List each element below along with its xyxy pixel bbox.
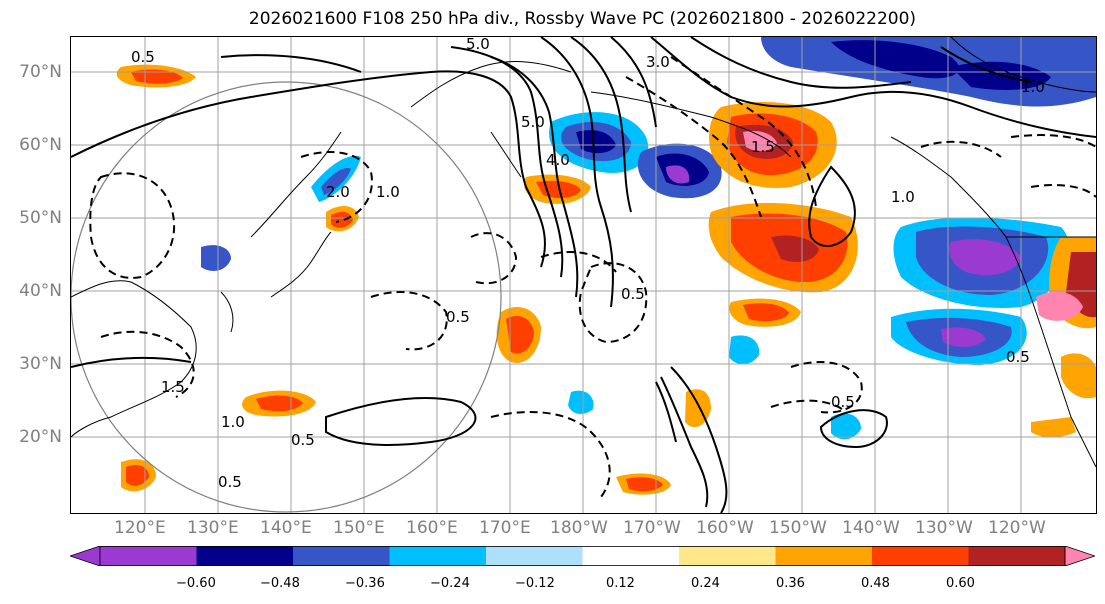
contour-label-2.0: 2.0 [326,183,350,201]
lat-label-30: 30°N [19,354,62,374]
colorbar-max-extend [1064,545,1097,567]
colorbar-tick-7: 0.24 [691,576,720,591]
colorbar-segment [775,546,873,566]
contour-label-4.0: 4.0 [546,151,570,169]
lon-label-140e: 140°E [260,518,312,538]
lon-label-130w: 130°W [915,518,973,538]
contour-label-1.0d: 1.0 [1021,78,1045,96]
contour-label-0.5a: 0.5 [131,48,155,66]
map-panel: 5.0 5.0 4.0 3.0 2.0 1.5 1.0 1.0 1.0 1.0 … [70,36,1097,514]
colorbar-segment [679,546,776,566]
contour-label-1.0a: 1.0 [376,183,400,201]
colorbar-border [99,546,1066,566]
lat-label-50: 50°N [19,208,62,228]
contour-lines [71,37,1096,513]
contour-label-0.5e: 0.5 [291,431,315,449]
contour-label-1.5b: 1.5 [751,138,775,156]
colorbar-tick-1: −0.60 [176,576,216,591]
divergence-shading [116,37,1096,495]
lon-label-180w: 180°W [550,518,608,538]
colorbar-tick-5: −0.12 [515,576,555,591]
coastlines [71,37,1096,468]
colorbar-svg [68,545,1097,567]
lon-label-120w: 120°W [988,518,1046,538]
lat-label-70: 70°N [19,62,62,82]
colorbar-segment [389,546,487,566]
map-canvas: 5.0 5.0 4.0 3.0 2.0 1.5 1.0 1.0 1.0 1.0 … [71,37,1096,513]
contour-labels: 5.0 5.0 4.0 3.0 2.0 1.5 1.0 1.0 1.0 1.0 … [131,37,1045,491]
colorbar-tick-10: 0.60 [946,576,975,591]
dashed-contour-lines [89,56,1096,498]
colorbar-segment [293,546,390,566]
lon-label-140w: 140°W [842,518,900,538]
contour-label-1.0b: 1.0 [221,413,245,431]
colorbar-segments [68,545,1097,567]
lon-label-170e: 170°E [479,518,531,538]
reference-circle [71,81,502,513]
lat-label-20: 20°N [19,427,62,447]
contour-label-3.0: 3.0 [646,53,670,71]
colorbar-segment [196,546,294,566]
lon-label-160w: 160°W [696,518,754,538]
lon-label-130e: 130°E [187,518,239,538]
colorbar-segment [872,546,969,566]
colorbar [68,545,1097,567]
contour-label-5.0: 5.0 [466,37,490,53]
map-title: 2026021600 F108 250 hPa div., Rossby Wav… [248,9,917,29]
contour-label-5.0b: 5.0 [521,113,545,131]
contour-label-0.5d: 0.5 [831,393,855,411]
lon-label-170w: 170°W [623,518,681,538]
colorbar-segment [582,546,680,566]
lon-label-150e: 150°E [333,518,385,538]
colorbar-tick-9: 0.48 [861,576,890,591]
colorbar-tick-4: −0.24 [430,576,470,591]
lon-label-150w: 150°W [769,518,827,538]
colorbar-tick-3: −0.36 [345,576,385,591]
lat-label-40: 40°N [19,281,62,301]
contour-label-1.5: 1.5 [161,378,185,396]
graticule [71,37,1096,513]
lon-label-120e: 120°E [114,518,166,538]
contour-label-1.0c: 1.0 [891,188,915,206]
colorbar-segment [486,546,583,566]
colorbar-segment [968,546,1066,566]
colorbar-min-extend [68,545,101,567]
contour-label-0.5f: 0.5 [1006,348,1030,366]
colorbar-tick-6: 0.12 [606,576,635,591]
lat-label-60: 60°N [19,135,62,155]
colorbar-segment [100,546,197,566]
contour-label-0.5b: 0.5 [446,308,470,326]
lon-label-160e: 160°E [406,518,458,538]
colorbar-tick-8: 0.36 [776,576,805,591]
colorbar-tick-2: −0.48 [260,576,300,591]
contour-label-0.5c: 0.5 [621,285,645,303]
contour-label-0.5g: 0.5 [218,473,242,491]
